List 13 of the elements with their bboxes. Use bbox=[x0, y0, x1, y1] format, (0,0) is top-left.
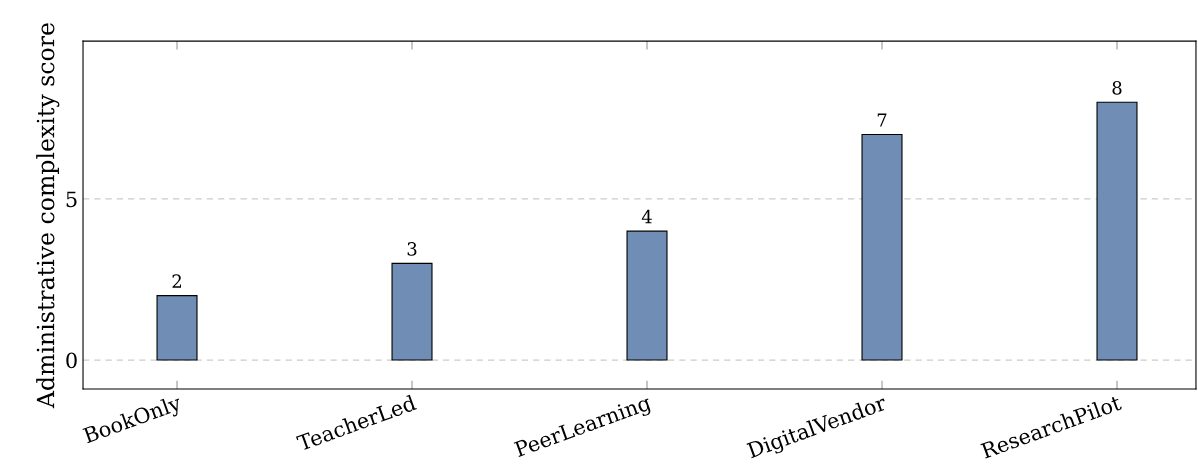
bar bbox=[1096, 101, 1138, 361]
y-axis-title: Administrative complexity score bbox=[36, 23, 60, 409]
bar bbox=[156, 295, 198, 361]
bar bbox=[391, 262, 433, 361]
data-label: 2 bbox=[172, 274, 181, 288]
data-label: 8 bbox=[1112, 80, 1122, 95]
y-tick-label: 5 bbox=[66, 191, 77, 208]
data-label: 7 bbox=[877, 113, 887, 127]
data-label: 3 bbox=[407, 242, 417, 256]
bar bbox=[861, 133, 903, 361]
data-label: 4 bbox=[641, 209, 652, 224]
bar bbox=[626, 230, 668, 361]
y-tick-label: 0 bbox=[66, 352, 77, 369]
